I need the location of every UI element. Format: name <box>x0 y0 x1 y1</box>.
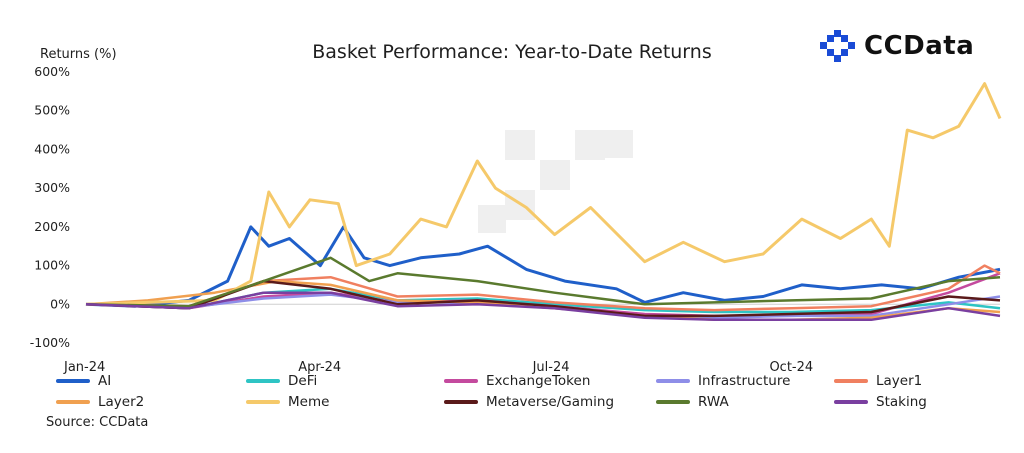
ccdata-logo: CCData <box>818 28 974 64</box>
x-tick-label: Apr-24 <box>298 360 341 375</box>
y-tick-label: 600% <box>34 64 70 79</box>
chart-title: Basket Performance: Year-to-Date Returns <box>312 41 712 63</box>
y-tick-label: -100% <box>30 335 70 350</box>
x-tick-label: Jul-24 <box>532 360 570 375</box>
y-tick-label: 200% <box>34 219 70 234</box>
x-tick-label: Oct-24 <box>769 360 813 375</box>
y-tick-label: 300% <box>34 180 70 195</box>
y-tick-label: 500% <box>34 103 70 118</box>
y-tick-label: 400% <box>34 141 70 156</box>
x-tick-label: Jan-24 <box>63 360 105 375</box>
ccdata-logo-icon <box>818 28 858 64</box>
series-line-ai <box>85 225 1001 308</box>
series-line-staking <box>85 291 1001 322</box>
logo-text: CCData <box>864 31 975 61</box>
watermark-logo <box>478 130 633 233</box>
y-tick-label: 100% <box>34 258 70 273</box>
source-note: Source: CCData <box>46 415 149 430</box>
series-line-rwa <box>85 256 1001 308</box>
y-axis-label: Returns (%) <box>40 47 117 62</box>
series-line-meme <box>85 82 1002 306</box>
y-tick-label: 0% <box>50 296 70 311</box>
